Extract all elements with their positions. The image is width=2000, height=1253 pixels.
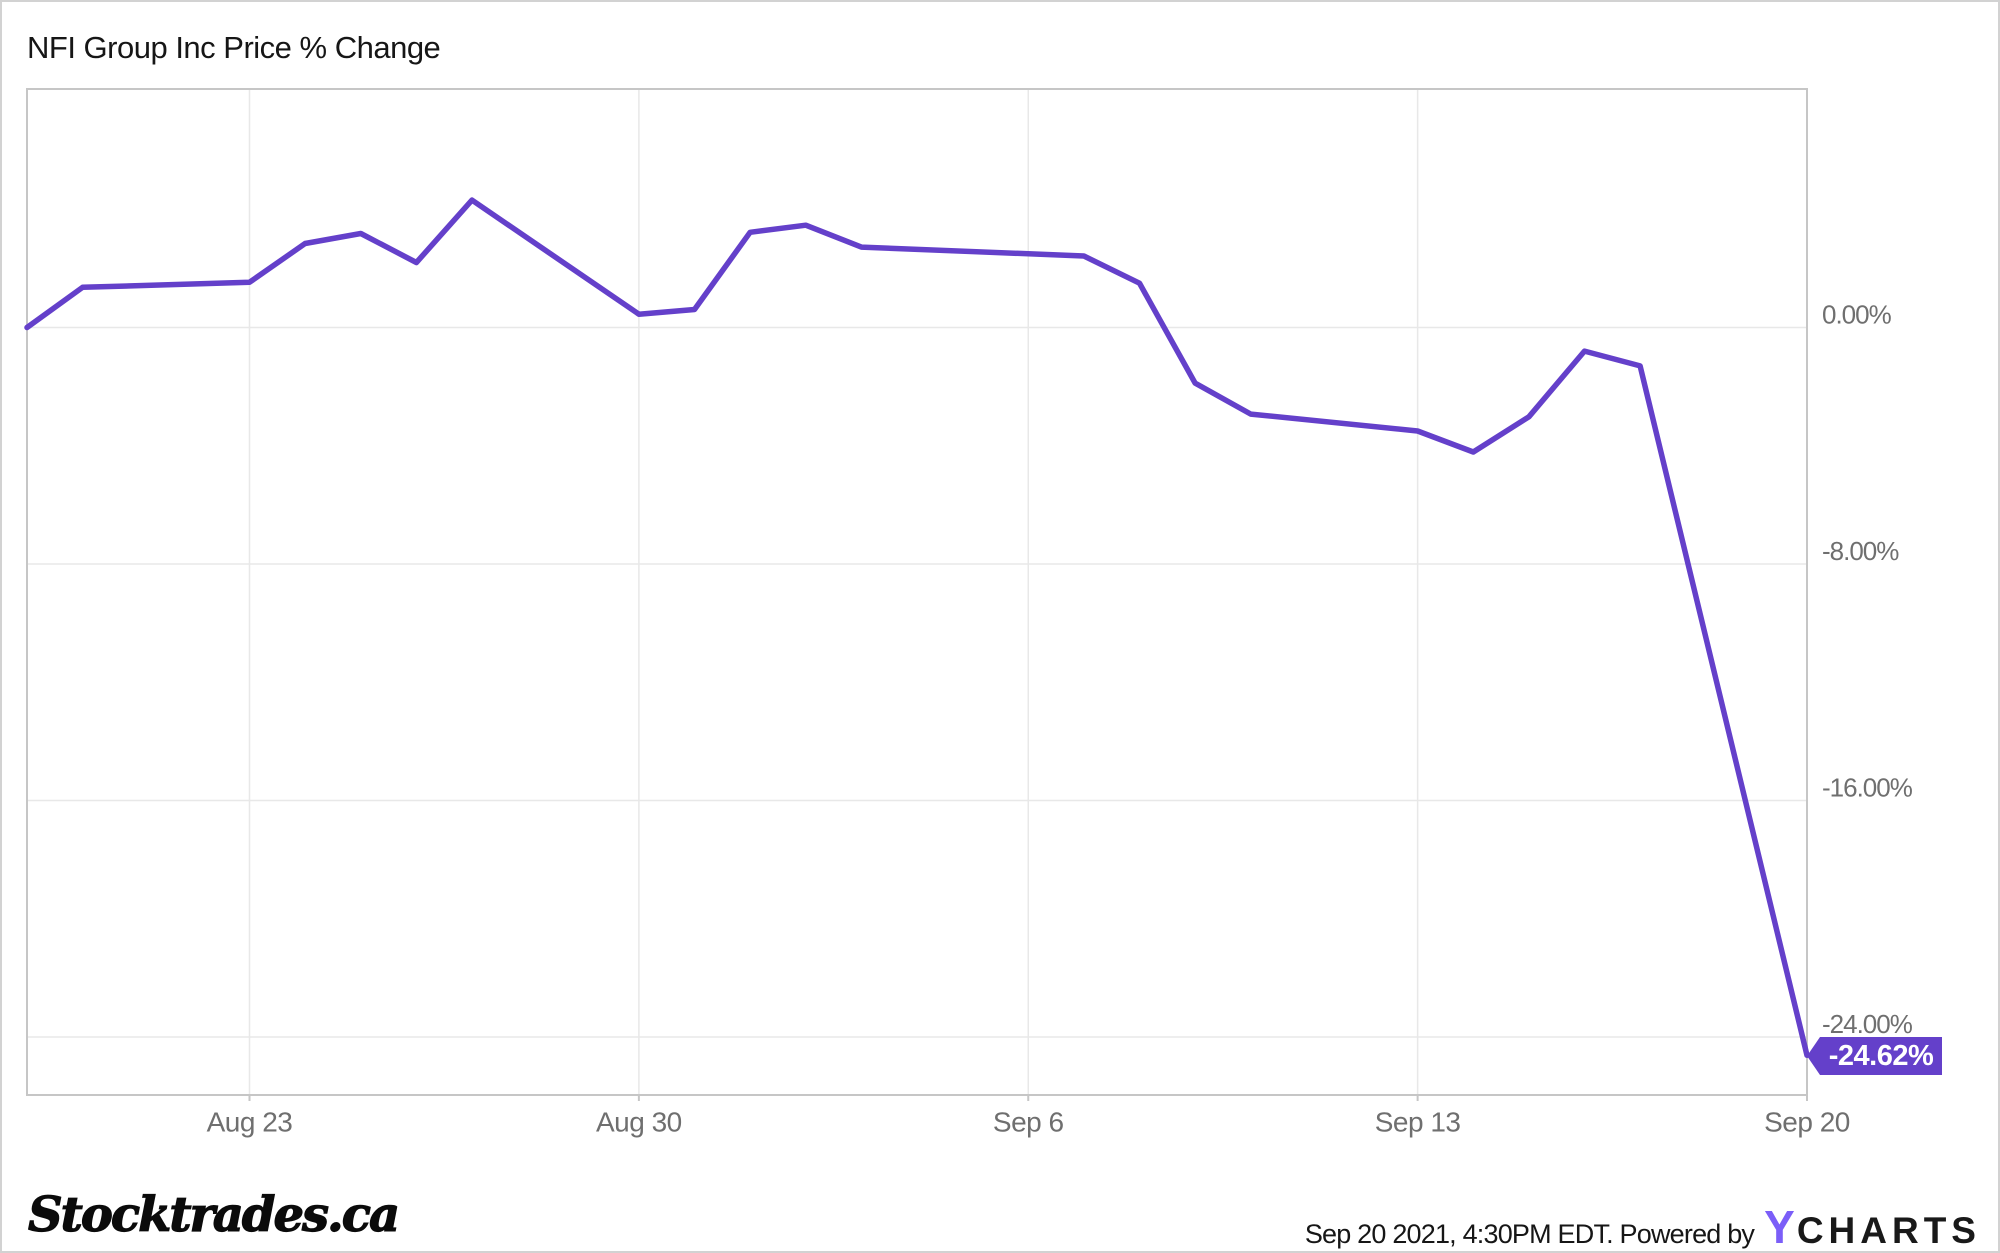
y-axis-label: -24.00% — [1822, 1009, 1913, 1039]
y-axis-label: -8.00% — [1822, 536, 1899, 566]
ycharts-logo: Y CHARTS — [1764, 1200, 1981, 1253]
attribution: Sep 20 2021, 4:30PM EDT. Powered by Y CH… — [1304, 1200, 1981, 1253]
x-axis-label: Sep 13 — [1375, 1107, 1461, 1138]
attribution-text: Sep 20 2021, 4:30PM EDT. Powered by — [1304, 1219, 1755, 1249]
price-series-line — [24, 197, 1810, 1059]
x-axis-labels-group: Aug 23 Aug 30 Sep 6 Sep 13 Sep 20 — [207, 1107, 1851, 1138]
y-axis-labels-group: 0.00% -8.00% -16.00% -24.00% — [1822, 300, 1914, 1040]
y-axis-label: 0.00% — [1822, 300, 1892, 330]
last-value-badge-label: -24.62% — [1829, 1040, 1934, 1072]
plot-frame — [26, 88, 1808, 1096]
series-line-group — [24, 197, 1810, 1059]
x-axis-label: Sep 20 — [1764, 1107, 1850, 1138]
ycharts-logo-y-icon: Y — [1764, 1201, 1795, 1253]
stocktrades-logo: Stocktrades.ca — [27, 1186, 400, 1243]
y-axis-label: -16.00% — [1822, 773, 1913, 803]
x-axis-label: Sep 6 — [993, 1107, 1064, 1138]
x-axis-label: Aug 30 — [596, 1107, 682, 1138]
last-value-badge-shape — [1807, 1037, 1942, 1075]
gridlines-group — [27, 89, 1807, 1095]
x-axis-label: Aug 23 — [207, 1107, 293, 1138]
ycharts-logo-wordmark: CHARTS — [1796, 1210, 1981, 1251]
axis-ticks-group — [248, 1095, 1808, 1101]
chart-title: NFI Group Inc Price % Change — [27, 30, 441, 65]
last-value-badge: -24.62% — [1807, 1037, 1942, 1075]
